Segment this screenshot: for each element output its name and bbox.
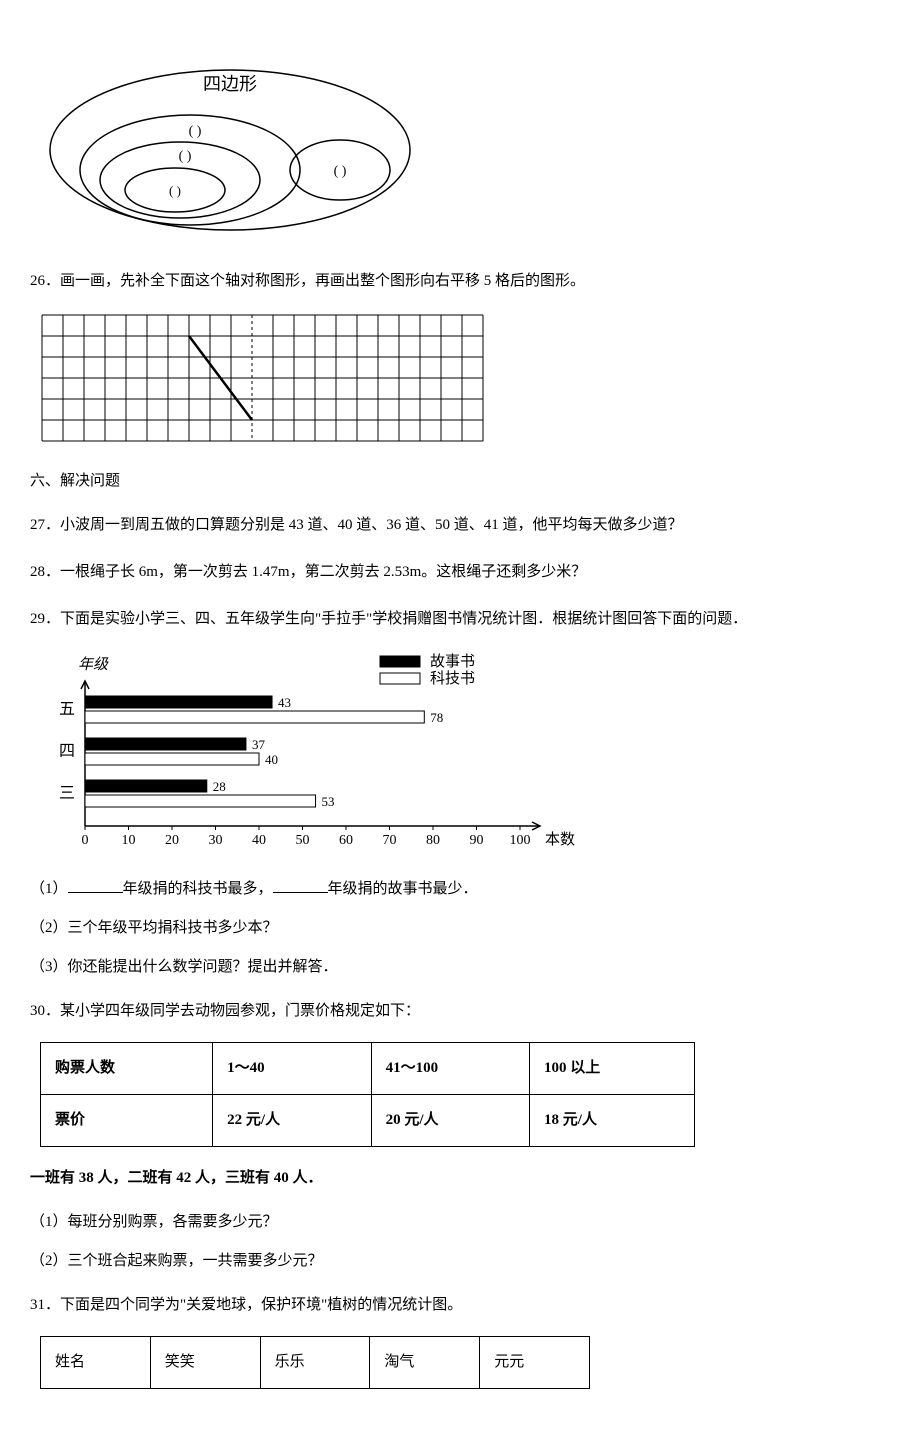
svg-text:40: 40 — [252, 833, 266, 848]
svg-text:故事书: 故事书 — [430, 653, 475, 670]
svg-text:43: 43 — [278, 695, 291, 710]
q29-sub2: （2）三个年级平均捐科技书多少本？ — [30, 915, 890, 942]
q31-name-table: 姓名 笑笑 乐乐 淘气 元元 — [40, 1336, 590, 1389]
svg-text:100: 100 — [510, 833, 531, 848]
table-cell: 笑笑 — [150, 1337, 260, 1389]
svg-text:年级: 年级 — [78, 656, 109, 673]
table-cell: 100 以上 — [530, 1043, 695, 1095]
blank-2[interactable] — [273, 878, 328, 893]
svg-text:53: 53 — [322, 794, 335, 809]
table-cell: 41～100 — [371, 1043, 529, 1095]
q29-text: 29．下面是实验小学三、四、五年级学生向"手拉手"学校捐赠图书情况统计图．根据统… — [30, 603, 890, 636]
q26-grid — [40, 313, 890, 453]
svg-text:( ): ( ) — [189, 124, 202, 139]
section-6-title: 六、解决问题 — [30, 468, 890, 495]
venn-diagram: 四边形 ( ) ( ) ( ) ( ) — [40, 60, 420, 235]
svg-text:50: 50 — [296, 833, 310, 848]
q27-text: 27．小波周一到周五做的口算题分别是 43 道、40 道、36 道、50 道、4… — [30, 509, 890, 542]
venn-title: 四边形 — [203, 74, 257, 94]
q29-sub1: （1）年级捐的科技书最多，年级捐的故事书最少． — [30, 876, 890, 903]
svg-text:0: 0 — [82, 833, 89, 848]
q31-text: 31．下面是四个同学为"关爱地球，保护环境"植树的情况统计图。 — [30, 1289, 890, 1322]
svg-text:70: 70 — [383, 833, 397, 848]
svg-text:( ): ( ) — [179, 149, 192, 164]
q29-sub3: （3）你还能提出什么数学问题？提出并解答． — [30, 954, 890, 981]
table-row: 姓名 笑笑 乐乐 淘气 元元 — [41, 1337, 590, 1389]
table-cell: 18 元/人 — [530, 1095, 695, 1147]
svg-text:30: 30 — [209, 833, 223, 848]
blank-1[interactable] — [68, 878, 123, 893]
table-row: 票价 22 元/人 20 元/人 18 元/人 — [41, 1095, 695, 1147]
table-cell: 购票人数 — [41, 1043, 213, 1095]
q30-text: 30．某小学四年级同学去动物园参观，门票价格规定如下： — [30, 995, 890, 1028]
svg-text:60: 60 — [339, 833, 353, 848]
table-cell: 姓名 — [41, 1337, 151, 1389]
svg-text:五: 五 — [59, 701, 75, 718]
svg-text:78: 78 — [430, 710, 443, 725]
q30-price-table: 购票人数 1～40 41～100 100 以上 票价 22 元/人 20 元/人… — [40, 1042, 695, 1147]
q30-class-info: 一班有 38 人，二班有 42 人，三班有 40 人． — [30, 1162, 890, 1195]
q30-sub2: （2）三个班合起来购票，一共需要多少元？ — [30, 1248, 890, 1275]
svg-text:四: 四 — [59, 743, 75, 760]
q28-text: 28．一根绳子长 6m，第一次剪去 1.47m，第二次剪去 2.53m。这根绳子… — [30, 556, 890, 589]
table-row: 购票人数 1～40 41～100 100 以上 — [41, 1043, 695, 1095]
svg-text:90: 90 — [470, 833, 484, 848]
svg-text:( ): ( ) — [169, 183, 181, 198]
svg-text:( ): ( ) — [334, 164, 347, 179]
table-cell: 乐乐 — [260, 1337, 370, 1389]
q26-text: 26．画一画，先补全下面这个轴对称图形，再画出整个图形向右平移 5 格后的图形。 — [30, 265, 890, 298]
svg-text:20: 20 — [165, 833, 179, 848]
svg-text:三: 三 — [59, 785, 75, 802]
table-cell: 元元 — [480, 1337, 590, 1389]
q30-sub1: （1）每班分别购票，各需要多少元？ — [30, 1209, 890, 1236]
table-cell: 22 元/人 — [213, 1095, 371, 1147]
table-cell: 1～40 — [213, 1043, 371, 1095]
q29-chart: 年级 故事书科技书 0 10 20 30 40 50 60 70 80 90 100 本数 五 43 78 四 37… — [40, 651, 890, 861]
svg-text:28: 28 — [213, 779, 226, 794]
table-cell: 20 元/人 — [371, 1095, 529, 1147]
svg-text:37: 37 — [252, 737, 266, 752]
svg-text:科技书: 科技书 — [430, 670, 475, 687]
svg-text:40: 40 — [265, 752, 278, 767]
table-cell: 票价 — [41, 1095, 213, 1147]
svg-text:本数: 本数 — [545, 831, 575, 848]
table-cell: 淘气 — [370, 1337, 480, 1389]
svg-text:80: 80 — [426, 833, 440, 848]
svg-text:10: 10 — [122, 833, 136, 848]
